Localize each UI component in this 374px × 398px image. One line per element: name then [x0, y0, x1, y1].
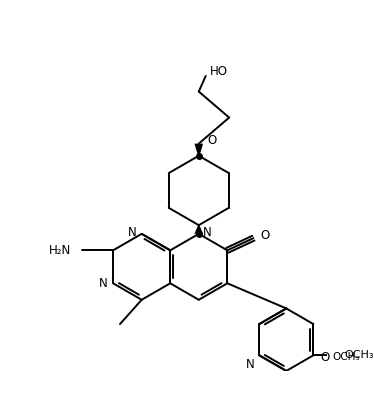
Text: OCH₃: OCH₃ [344, 350, 374, 360]
Text: N: N [246, 358, 255, 371]
Text: HO: HO [210, 65, 228, 78]
Text: OCH₃: OCH₃ [332, 352, 360, 362]
Text: N: N [203, 226, 212, 239]
Text: O: O [320, 351, 329, 365]
Text: O: O [260, 229, 270, 242]
Polygon shape [194, 144, 203, 156]
Text: O: O [208, 134, 217, 146]
Text: H₂N: H₂N [49, 244, 71, 257]
Text: N: N [128, 226, 137, 239]
Polygon shape [194, 225, 203, 234]
Text: N: N [99, 277, 108, 290]
